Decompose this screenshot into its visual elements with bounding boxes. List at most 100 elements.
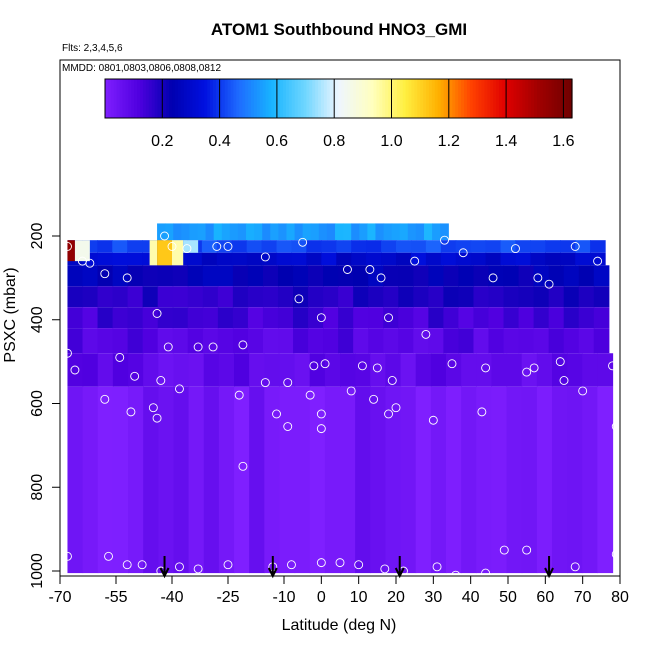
- heatmap-cell: [293, 265, 309, 287]
- heatmap-cell: [370, 353, 387, 387]
- heatmap-cell: [563, 265, 580, 287]
- sample-point: [287, 560, 296, 570]
- heatmap-cell: [548, 265, 565, 287]
- heatmap-cell: [82, 265, 99, 287]
- x-tick-label: 20: [387, 589, 405, 606]
- heatmap-cell: [415, 353, 432, 387]
- heatmap-cell: [247, 265, 264, 287]
- sample-point: [384, 313, 393, 323]
- colorbar-swatch: [408, 79, 413, 118]
- colorbar-tick-label: 0.6: [266, 133, 288, 150]
- colorbar-swatch: [242, 79, 246, 118]
- heatmap-cell: [157, 286, 174, 308]
- colorbar-tick-label: 1.0: [380, 133, 402, 150]
- heatmap-cell: [518, 286, 535, 308]
- sample-point: [223, 242, 233, 251]
- heatmap-cell: [324, 353, 341, 387]
- colorbar-swatch: [358, 79, 363, 118]
- heatmap-cell: [323, 286, 339, 308]
- heatmap-cell: [398, 307, 414, 329]
- heatmap-cell: [308, 265, 324, 287]
- sample-point: [522, 545, 532, 555]
- heatmap-cell: [205, 223, 215, 241]
- heatmap-cell: [67, 307, 84, 329]
- colorbar-swatch: [309, 79, 313, 118]
- colorbar-swatch: [215, 79, 220, 118]
- heatmap-cell: [458, 286, 475, 308]
- sample-point: [152, 413, 162, 423]
- plot-frame: [59, 59, 621, 577]
- sample-point: [122, 560, 132, 570]
- heatmap-cell: [229, 223, 239, 241]
- heatmap-cell: [391, 223, 401, 241]
- heatmap-cell: [567, 353, 583, 387]
- heatmap-cell: [338, 328, 354, 354]
- colorbar-swatch: [367, 79, 372, 118]
- colorbar-swatch: [320, 79, 325, 118]
- heatmap-cell: [368, 307, 384, 329]
- colorbar-swatch: [344, 79, 348, 118]
- x-tick-label: 10: [350, 589, 368, 606]
- heatmap-cell: [410, 240, 427, 253]
- colorbar-swatch: [131, 79, 135, 118]
- heatmap-cell: [189, 223, 199, 241]
- heatmap-cell: [518, 307, 535, 329]
- colorbar-swatch: [426, 79, 430, 118]
- heatmap-cell: [294, 223, 304, 241]
- heatmap-cell: [157, 265, 174, 287]
- colorbar-swatch: [186, 79, 191, 118]
- colorbar-swatch: [493, 79, 497, 118]
- heatmap-cell: [548, 286, 565, 308]
- heatmap-cell: [443, 328, 460, 354]
- heatmap-cell: [309, 386, 326, 574]
- colorbar-swatch: [145, 79, 150, 118]
- heatmap-cell: [368, 328, 384, 354]
- heatmap-cell: [476, 386, 493, 574]
- heatmap-cell: [232, 328, 249, 354]
- heatmap-cell: [415, 223, 425, 241]
- heatmap-cell: [82, 328, 99, 354]
- heatmap-cell: [249, 386, 265, 574]
- heatmap-cell: [533, 328, 550, 354]
- heatmap-cell: [563, 307, 580, 329]
- heatmap-cell: [398, 286, 414, 308]
- heatmap-cell: [415, 386, 432, 574]
- colorbar-swatch: [466, 79, 471, 118]
- sample-point: [100, 394, 110, 404]
- heatmap-cell: [398, 328, 414, 354]
- heatmap-cell: [551, 386, 568, 574]
- heatmap-hotspot: [74, 240, 90, 262]
- heatmap-cell: [112, 328, 129, 354]
- colorbar-swatch: [175, 79, 179, 118]
- colorbar-swatch: [402, 79, 407, 118]
- sample-point: [126, 407, 136, 417]
- colorbar-swatch: [464, 79, 468, 118]
- colorbar-swatch: [499, 79, 503, 118]
- heatmap-cell: [530, 252, 546, 266]
- heatmap-cell: [590, 240, 606, 253]
- heatmap-cell: [458, 307, 475, 329]
- heatmap-cell: [231, 240, 248, 253]
- colorbar-swatch: [119, 79, 124, 118]
- heatmap-cell: [310, 223, 320, 241]
- heatmap-cell: [473, 328, 490, 354]
- colorbar-frame: [104, 78, 573, 119]
- colorbar-swatch: [472, 79, 477, 118]
- heatmap-cell: [127, 307, 144, 329]
- sample-point: [522, 367, 532, 377]
- heatmap-cell: [172, 307, 189, 329]
- sample-point: [481, 568, 491, 578]
- colorbar-swatch: [531, 79, 535, 118]
- sample-point: [182, 244, 192, 254]
- heatmap-cell: [340, 353, 356, 387]
- heatmap-cell: [506, 353, 523, 387]
- heatmap-cell: [276, 240, 293, 253]
- heatmap-cell: [366, 240, 382, 253]
- heatmap-cell: [461, 353, 477, 387]
- sample-point: [238, 340, 248, 350]
- colorbar-swatch: [501, 79, 506, 118]
- heatmap-cell: [82, 286, 99, 308]
- colorbar-swatch: [428, 79, 433, 118]
- heatmap-cell: [294, 353, 311, 387]
- heatmap-cell: [425, 252, 442, 266]
